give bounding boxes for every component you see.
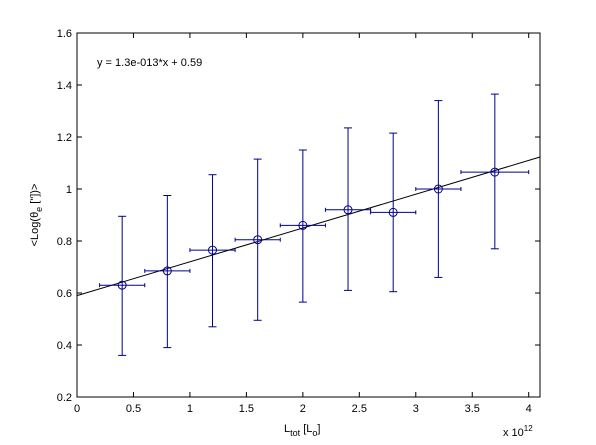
y-tick-label: 0.8 bbox=[57, 236, 72, 248]
data-point bbox=[370, 132, 417, 293]
x-tick-label: 1 bbox=[187, 403, 193, 415]
data-point bbox=[324, 127, 372, 291]
data-point bbox=[99, 215, 146, 356]
point-marker bbox=[343, 205, 353, 215]
axis-tick-labels: 0 0.5 1 1.5 2 2.5 3 3.5 4 0.2 0.4 0.6 0.8 1 1.2 1.4 1.6 bbox=[57, 28, 532, 415]
data-points bbox=[99, 93, 530, 356]
x-tick-label: 3 bbox=[413, 403, 419, 415]
data-point bbox=[460, 93, 530, 250]
y-tick-label: 0.2 bbox=[57, 392, 72, 404]
point-marker bbox=[490, 167, 500, 177]
x-axis-label: Ltot [Lo] bbox=[284, 423, 320, 438]
fit-line bbox=[76, 156, 541, 297]
y-tick-label: 1.2 bbox=[57, 132, 72, 144]
x-axis-multiplier-base: x 10 bbox=[503, 427, 524, 439]
y-tick-label: 1.6 bbox=[57, 28, 72, 40]
x-tick-label: 0.5 bbox=[126, 403, 141, 415]
point-marker bbox=[433, 184, 443, 194]
y-axis-label-pre: <Log(θ bbox=[29, 212, 41, 247]
point-marker bbox=[208, 245, 218, 255]
x-tick-label: 4 bbox=[526, 403, 532, 415]
x-tick-label: 0 bbox=[74, 403, 80, 415]
x-axis-label-rest: [L bbox=[300, 423, 312, 435]
point-marker bbox=[298, 220, 308, 230]
fit-equation-annotation: y = 1.3e-013*x + 0.59 bbox=[97, 57, 202, 69]
point-marker bbox=[117, 280, 127, 290]
y-tick-label: 1.4 bbox=[57, 80, 72, 92]
x-axis-multiplier-exp: 12 bbox=[524, 424, 533, 433]
x-tick-label: 2 bbox=[300, 403, 306, 415]
x-tick-label: 3.5 bbox=[465, 403, 480, 415]
x-axis-label-sub: tot bbox=[290, 428, 301, 438]
y-tick-label: 1 bbox=[66, 184, 72, 196]
data-point bbox=[144, 195, 191, 349]
y-tick-label: 0.6 bbox=[57, 288, 72, 300]
data-point bbox=[234, 158, 281, 321]
x-axis-label-main: L bbox=[284, 423, 290, 435]
data-point bbox=[189, 174, 236, 328]
y-axis-label-post: ["])> bbox=[29, 184, 41, 207]
x-tick-label: 2.5 bbox=[352, 403, 367, 415]
data-point bbox=[415, 100, 462, 278]
axis-ticks bbox=[76, 32, 540, 398]
point-marker bbox=[388, 207, 398, 217]
x-axis-label-sub2: o bbox=[312, 428, 317, 438]
x-axis-label-end: ] bbox=[317, 423, 320, 435]
point-marker bbox=[253, 235, 263, 245]
x-tick-label: 1.5 bbox=[239, 403, 254, 415]
data-point bbox=[279, 149, 326, 303]
point-marker bbox=[162, 266, 172, 276]
y-axis-label: <Log(θe ["])> bbox=[29, 184, 44, 247]
x-axis-multiplier: x 1012 bbox=[503, 424, 533, 439]
y-tick-label: 0.4 bbox=[57, 340, 72, 352]
plot-area bbox=[76, 32, 541, 398]
y-axis-label-sub: e bbox=[34, 207, 44, 212]
